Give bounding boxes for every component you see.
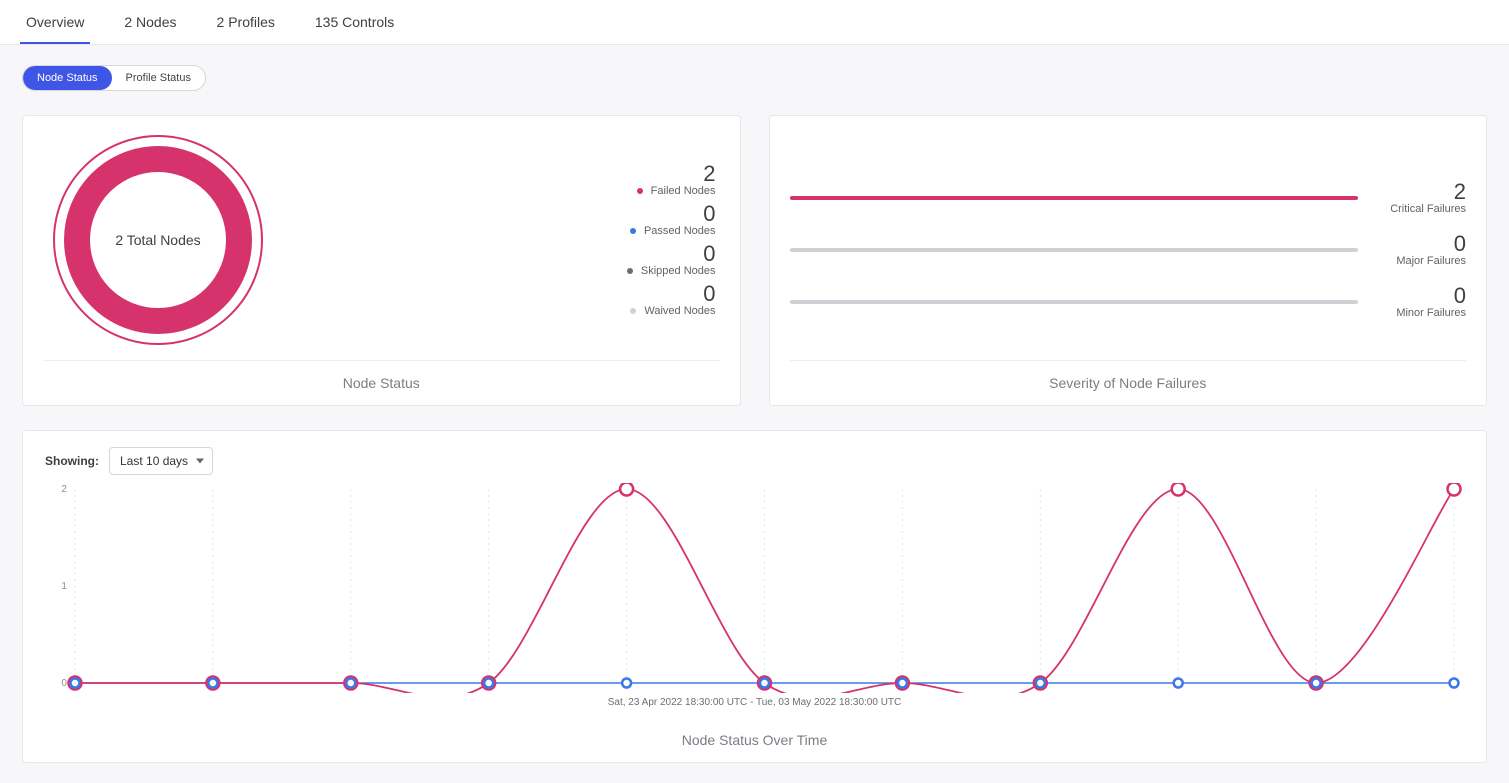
- legend-text: Waived Nodes: [644, 305, 715, 317]
- severity-count: 2: [1376, 181, 1466, 203]
- legend-dot-icon: [630, 228, 636, 234]
- donut-center-label: 2 Total Nodes: [115, 232, 200, 248]
- node-status-legend: 2Failed Nodes0Passed Nodes0Skipped Nodes…: [627, 134, 720, 346]
- time-chart: 0 1 2: [45, 483, 1464, 693]
- severity-label: Major Failures: [1376, 255, 1466, 267]
- status-toggle: Node Status Profile Status: [22, 65, 206, 91]
- severity-label: Critical Failures: [1376, 203, 1466, 215]
- card-title-severity: Severity of Node Failures: [790, 360, 1467, 391]
- card-title-node-status: Node Status: [43, 360, 720, 391]
- severity-row: 2Critical Failures: [790, 181, 1467, 215]
- legend-dot-icon: [627, 268, 633, 274]
- legend-count: 2: [627, 163, 716, 185]
- legend-text: Failed Nodes: [651, 185, 716, 197]
- legend-text: Passed Nodes: [644, 225, 716, 237]
- card-severity: 2Critical Failures0Major Failures0Minor …: [769, 115, 1488, 406]
- severity-label: Minor Failures: [1376, 307, 1466, 319]
- legend-item: 0Skipped Nodes: [627, 243, 716, 277]
- severity-count: 0: [1376, 233, 1466, 255]
- severity-count: 0: [1376, 285, 1466, 307]
- legend-item: 0Waived Nodes: [627, 283, 716, 317]
- time-range-caption: Sat, 23 Apr 2022 18:30:00 UTC - Tue, 03 …: [45, 697, 1464, 708]
- severity-bar: [790, 300, 1359, 304]
- legend-label: Skipped Nodes: [627, 265, 716, 277]
- severity-meta: 0Minor Failures: [1376, 285, 1466, 319]
- legend-label: Failed Nodes: [627, 185, 716, 197]
- severity-meta: 0Major Failures: [1376, 233, 1466, 267]
- toggle-node-status[interactable]: Node Status: [23, 66, 112, 90]
- severity-bar: [790, 248, 1359, 252]
- svg-text:1: 1: [61, 581, 67, 592]
- card-node-status: 2 Total Nodes 2Failed Nodes0Passed Nodes…: [22, 115, 741, 406]
- severity-meta: 2Critical Failures: [1376, 181, 1466, 215]
- tab-overview[interactable]: Overview: [20, 0, 90, 44]
- legend-label: Waived Nodes: [627, 305, 716, 317]
- legend-label: Passed Nodes: [627, 225, 716, 237]
- legend-item: 2Failed Nodes: [627, 163, 716, 197]
- card-title-over-time: Node Status Over Time: [45, 732, 1464, 748]
- legend-count: 0: [627, 243, 716, 265]
- severity-bar: [790, 196, 1359, 200]
- legend-item: 0Passed Nodes: [627, 203, 716, 237]
- toggle-profile-status[interactable]: Profile Status: [112, 66, 205, 90]
- legend-dot-icon: [637, 188, 643, 194]
- tab-controls[interactable]: 135 Controls: [309, 0, 400, 44]
- legend-count: 0: [627, 203, 716, 225]
- card-node-status-over-time: Showing: Last 10 days 0 1 2 Sat, 23 Apr 20…: [22, 430, 1487, 763]
- date-range-value: Last 10 days: [120, 454, 188, 468]
- tab-nodes[interactable]: 2 Nodes: [118, 0, 182, 44]
- legend-dot-icon: [630, 308, 636, 314]
- severity-row: 0Major Failures: [790, 233, 1467, 267]
- legend-count: 0: [627, 283, 716, 305]
- showing-label: Showing:: [45, 454, 99, 468]
- tab-bar: Overview 2 Nodes 2 Profiles 135 Controls: [0, 0, 1509, 45]
- severity-row: 0Minor Failures: [790, 285, 1467, 319]
- svg-text:0: 0: [61, 678, 67, 689]
- svg-text:2: 2: [61, 484, 67, 495]
- tab-profiles[interactable]: 2 Profiles: [211, 0, 281, 44]
- date-range-select[interactable]: Last 10 days: [109, 447, 213, 475]
- donut-chart: 2 Total Nodes: [43, 134, 273, 346]
- legend-text: Skipped Nodes: [641, 265, 716, 277]
